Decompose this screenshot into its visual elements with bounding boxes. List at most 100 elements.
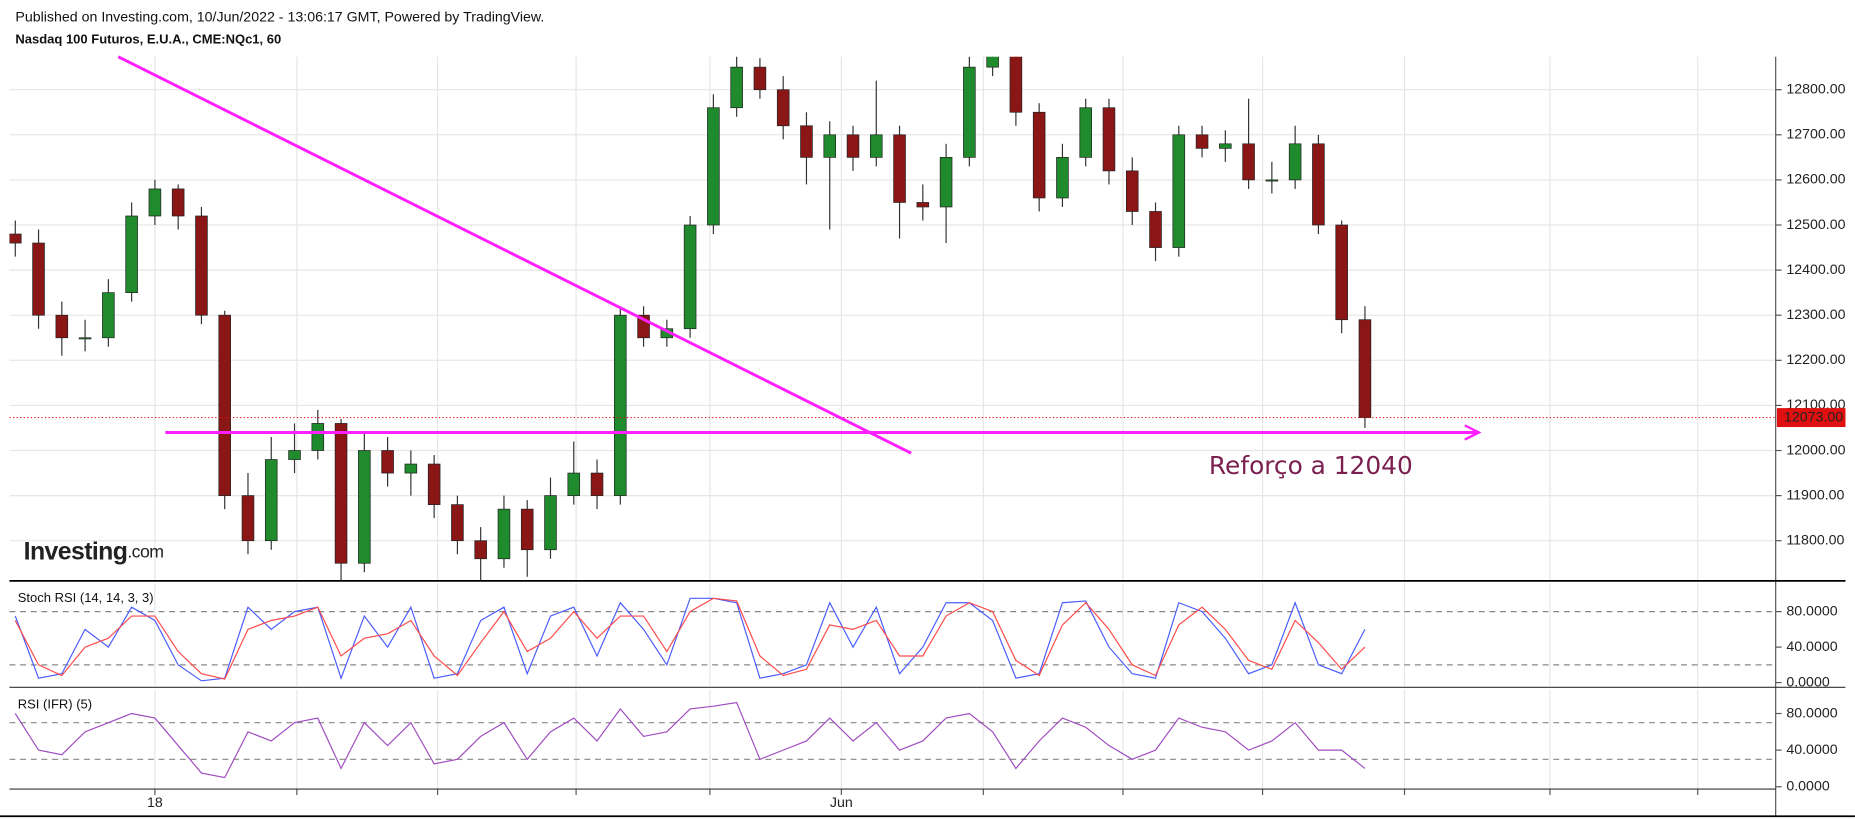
y-tick-label: 12500.00 (1786, 217, 1845, 233)
candle-body (1009, 56, 1023, 113)
candle-body (753, 66, 767, 91)
y-tick-label: 12600.00 (1786, 172, 1845, 188)
grid (9, 56, 1782, 795)
candle-body (1288, 143, 1302, 181)
logo: Investing.com (24, 538, 164, 565)
annotation-text: Reforço a 12040 (1209, 451, 1413, 480)
candle-body (823, 134, 837, 158)
candle-body (1358, 319, 1372, 418)
candle-body (800, 125, 813, 158)
last-price-label: 12073.00 (1784, 409, 1843, 425)
pane-label: Stoch RSI (14, 14, 3, 3) (18, 590, 154, 605)
candle-body (148, 188, 162, 217)
candle-body (55, 314, 69, 339)
candle-body (288, 450, 301, 460)
labels: 18 Jun11800.0011900.0012000.0012100.00122… (18, 81, 1846, 811)
candle-body (520, 508, 534, 551)
candle-body (381, 450, 394, 474)
candle-body (544, 495, 557, 551)
candle-body (963, 66, 976, 158)
logo-suffix: .com (127, 541, 163, 561)
candle-body (9, 233, 22, 244)
candle-body (614, 314, 627, 496)
candle-body (102, 292, 115, 339)
candle-body (334, 423, 348, 564)
y-tick-label: 12000.00 (1786, 442, 1845, 458)
candle-body (683, 224, 697, 330)
series-line (14, 597, 1366, 680)
candle-body (1125, 170, 1139, 212)
candle-body (218, 314, 231, 496)
lines (14, 597, 1366, 682)
y-tick-label: 40.0000 (1786, 639, 1837, 655)
y-tick-label: 40.0000 (1786, 742, 1837, 758)
candle-body (567, 472, 581, 496)
candle-body (1265, 179, 1279, 182)
y-tick-label: 12700.00 (1786, 127, 1845, 143)
candle-body (1335, 224, 1348, 321)
candle-body (939, 157, 953, 208)
marks (9, 55, 1775, 779)
last-price-box (1776, 408, 1846, 428)
logo-text: Investing (24, 538, 128, 565)
series-line (14, 597, 1366, 682)
candle-body (846, 134, 860, 158)
y-tick-label: 0.0000 (1786, 674, 1830, 690)
candle-body (497, 508, 511, 560)
candle-body (427, 463, 441, 505)
candle-body (241, 495, 255, 542)
y-tick-label: 80.0000 (1786, 603, 1837, 619)
candle-body (590, 472, 604, 496)
pane-label: RSI (IFR) (5) (18, 697, 92, 712)
candle-body (404, 463, 418, 474)
candle-body (707, 107, 720, 226)
candle-body (730, 66, 743, 109)
candle-body (358, 450, 371, 564)
y-tick-label: 12400.00 (1786, 262, 1845, 278)
lines (14, 701, 1366, 779)
arrow-head (1464, 424, 1482, 441)
candle-body (1195, 134, 1209, 149)
y-tick-label: 11900.00 (1786, 487, 1844, 503)
y-tick-label: 12800.00 (1786, 81, 1845, 97)
x-tick-label: Jun (830, 795, 853, 811)
y-tick-label: 12300.00 (1786, 307, 1845, 323)
candle-body (195, 215, 208, 316)
candle-body (311, 423, 325, 451)
candle-body (776, 89, 790, 127)
x-tick-label: 18 (147, 795, 163, 811)
candles (9, 56, 1372, 581)
candle-body (125, 215, 138, 294)
candle-body (451, 504, 464, 542)
candle-body (916, 202, 930, 208)
candle-body (1242, 143, 1255, 181)
candle-body (78, 337, 92, 340)
candle-body (1172, 134, 1186, 248)
candle-body (1219, 143, 1232, 149)
candle-body (1056, 157, 1069, 199)
y-tick-label: 12200.00 (1786, 352, 1845, 368)
candle-body (1312, 143, 1325, 226)
candle-body (1079, 107, 1092, 158)
y-tick-label: 80.0000 (1786, 705, 1837, 721)
candle-body (1032, 111, 1046, 199)
y-tick-label: 11800.00 (1786, 532, 1844, 548)
candle-body (986, 56, 999, 68)
symbol-text: Nasdaq 100 Futuros, E.U.A., CME:NQc1, 60 (15, 32, 281, 47)
annotation-trendline (117, 55, 912, 455)
candle-body (264, 459, 278, 542)
candle-body (870, 134, 883, 158)
candle-body (893, 134, 906, 203)
candle-body (171, 188, 185, 217)
published-text: Published on Investing.com, 10/Jun/2022 … (15, 9, 544, 25)
candle-body (637, 314, 650, 339)
candle-body (32, 242, 45, 316)
candle-body (1102, 107, 1116, 172)
candle-body (474, 540, 487, 560)
y-tick-label: 0.0000 (1786, 779, 1830, 795)
candle-body (1149, 211, 1162, 248)
series-line (14, 701, 1366, 779)
chart-body: Published on Investing.com, 10/Jun/2022 … (0, 9, 1855, 818)
